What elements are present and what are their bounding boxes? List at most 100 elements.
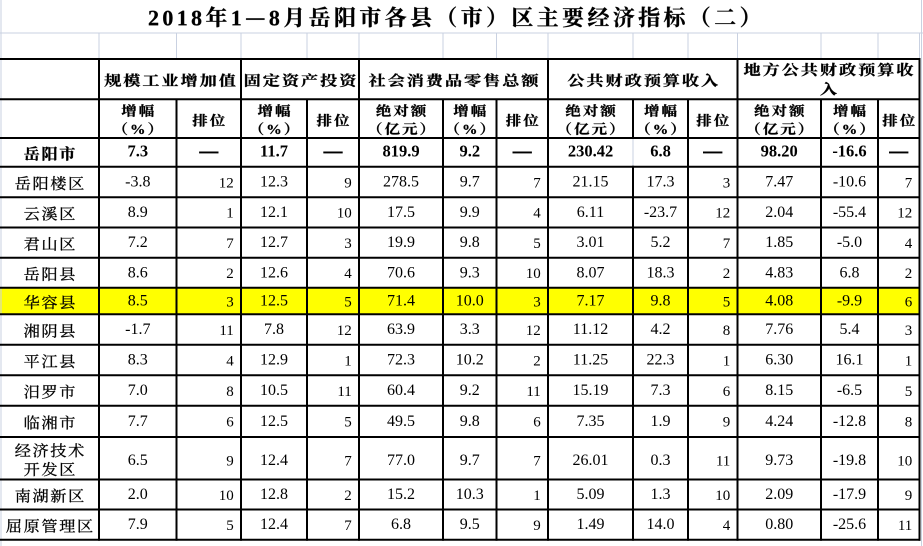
svg-text:4.2: 4.2: [651, 321, 671, 338]
svg-text:49.5: 49.5: [387, 413, 415, 430]
svg-text:2: 2: [226, 266, 234, 282]
svg-text:7.3: 7.3: [651, 382, 671, 399]
svg-text:9.3: 9.3: [460, 264, 480, 281]
svg-text:9: 9: [344, 175, 352, 191]
svg-text:7.35: 7.35: [577, 413, 605, 430]
svg-text:5: 5: [226, 518, 234, 534]
svg-text:3.3: 3.3: [460, 321, 480, 338]
svg-text:4: 4: [533, 206, 541, 222]
svg-text:3: 3: [226, 294, 234, 310]
svg-text:12.1: 12.1: [260, 204, 288, 221]
svg-text:2: 2: [533, 353, 541, 369]
svg-text:7: 7: [723, 236, 731, 252]
svg-text:5.09: 5.09: [577, 486, 605, 503]
svg-text:14.0: 14.0: [647, 516, 675, 533]
svg-text:230.42: 230.42: [568, 142, 613, 161]
svg-text:12.7: 12.7: [260, 234, 288, 251]
svg-text:-10.6: -10.6: [833, 174, 866, 191]
svg-text:5.4: 5.4: [840, 321, 860, 338]
svg-text:5: 5: [905, 384, 913, 400]
svg-text:4: 4: [723, 518, 731, 534]
svg-text:11: 11: [337, 384, 351, 400]
svg-text:72.3: 72.3: [387, 352, 415, 369]
svg-text:7: 7: [344, 518, 352, 534]
svg-text:-19.8: -19.8: [833, 452, 866, 469]
svg-text:12.5: 12.5: [260, 293, 288, 310]
svg-text:21.15: 21.15: [573, 174, 609, 191]
svg-text:4: 4: [344, 266, 352, 282]
svg-text:15.19: 15.19: [573, 382, 609, 399]
svg-text:1: 1: [905, 353, 913, 369]
svg-text:26.01: 26.01: [573, 452, 609, 469]
svg-text:6.8: 6.8: [391, 516, 411, 533]
svg-text:0.3: 0.3: [651, 452, 671, 469]
svg-text:9: 9: [723, 415, 731, 431]
svg-text:-1.7: -1.7: [125, 321, 150, 338]
svg-text:10.3: 10.3: [456, 486, 484, 503]
svg-text:70.6: 70.6: [387, 264, 415, 281]
svg-text:2: 2: [723, 266, 731, 282]
svg-text:-6.5: -6.5: [837, 382, 862, 399]
svg-text:-55.4: -55.4: [833, 204, 866, 221]
svg-text:10: 10: [897, 454, 912, 470]
svg-text:11.25: 11.25: [573, 352, 608, 369]
svg-text:6.30: 6.30: [765, 352, 793, 369]
svg-text:6: 6: [905, 294, 913, 310]
svg-text:7.9: 7.9: [128, 516, 148, 533]
svg-text:2.09: 2.09: [765, 486, 793, 503]
svg-text:12: 12: [337, 323, 352, 339]
svg-text:1: 1: [344, 353, 352, 369]
svg-text:10: 10: [715, 488, 730, 504]
svg-text:12.8: 12.8: [260, 486, 288, 503]
svg-text:9.2: 9.2: [459, 142, 480, 161]
svg-text:12.4: 12.4: [260, 516, 288, 533]
svg-text:1.9: 1.9: [651, 413, 671, 430]
svg-text:2.04: 2.04: [765, 204, 793, 221]
svg-text:3: 3: [723, 175, 731, 191]
svg-text:6.8: 6.8: [840, 264, 860, 281]
svg-text:10.2: 10.2: [456, 352, 484, 369]
svg-text:9.7: 9.7: [460, 452, 480, 469]
svg-text:12.4: 12.4: [260, 452, 288, 469]
svg-text:2: 2: [905, 266, 913, 282]
svg-text:-5.0: -5.0: [837, 234, 862, 251]
svg-text:3: 3: [905, 323, 913, 339]
svg-text:3: 3: [533, 294, 541, 310]
svg-text:10: 10: [526, 266, 541, 282]
svg-text:9.7: 9.7: [460, 174, 480, 191]
svg-text:4.08: 4.08: [765, 293, 793, 310]
svg-text:9.73: 9.73: [765, 452, 793, 469]
svg-text:4.24: 4.24: [765, 413, 793, 430]
svg-text:-12.8: -12.8: [833, 413, 866, 430]
svg-text:9.8: 9.8: [460, 234, 480, 251]
svg-text:8.5: 8.5: [128, 293, 148, 310]
svg-text:8: 8: [226, 384, 234, 400]
svg-text:12.5: 12.5: [260, 413, 288, 430]
svg-text:8: 8: [905, 415, 913, 431]
svg-text:6: 6: [723, 384, 731, 400]
svg-text:5: 5: [533, 236, 541, 252]
svg-text:2.0: 2.0: [128, 486, 148, 503]
svg-text:7: 7: [533, 454, 541, 470]
svg-text:8.15: 8.15: [765, 382, 793, 399]
svg-text:12: 12: [526, 323, 541, 339]
svg-text:7.2: 7.2: [128, 234, 148, 251]
svg-text:4: 4: [905, 236, 913, 252]
svg-text:7.47: 7.47: [765, 174, 793, 191]
svg-text:1: 1: [226, 206, 234, 222]
svg-text:6.8: 6.8: [650, 142, 671, 161]
svg-text:7.0: 7.0: [128, 382, 148, 399]
svg-text:8.6: 8.6: [128, 264, 148, 281]
svg-text:6.11: 6.11: [577, 204, 604, 221]
svg-text:8.3: 8.3: [128, 352, 148, 369]
svg-text:5.2: 5.2: [651, 234, 671, 251]
svg-text:9: 9: [905, 488, 913, 504]
svg-text:7.76: 7.76: [765, 321, 793, 338]
svg-text:11.12: 11.12: [573, 321, 608, 338]
svg-text:-17.9: -17.9: [833, 486, 866, 503]
svg-text:4.83: 4.83: [765, 264, 793, 281]
svg-text:16.1: 16.1: [836, 352, 864, 369]
svg-text:5: 5: [344, 294, 352, 310]
svg-text:1.85: 1.85: [765, 234, 793, 251]
svg-text:18.3: 18.3: [647, 264, 675, 281]
